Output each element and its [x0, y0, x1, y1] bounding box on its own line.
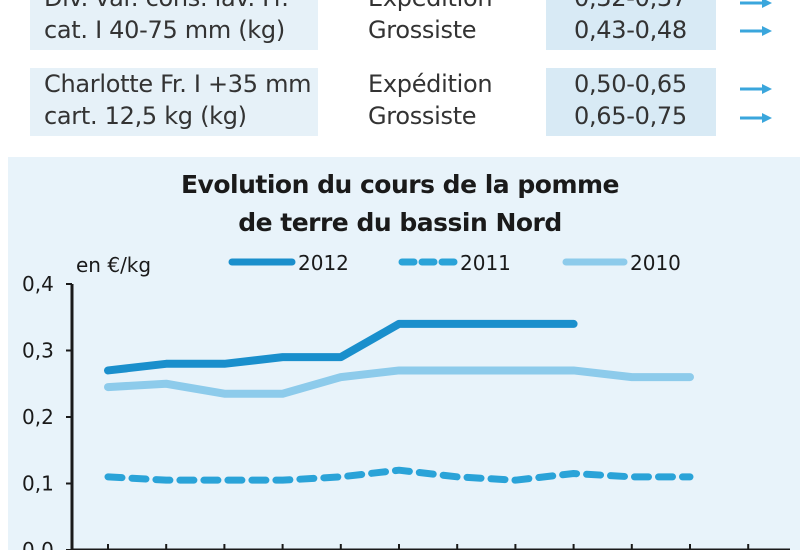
series-line-2010 — [104, 366, 694, 398]
product-line-1: Div. var. cons. lav. Fr. — [44, 0, 289, 12]
table-row: Charlotte Fr. I +35 mm cart. 12,5 kg (kg… — [30, 68, 800, 136]
series-line-2011 — [104, 466, 694, 484]
legend-label-2011: 2011 — [460, 251, 511, 275]
y-tick-label: 0,0 — [22, 538, 54, 550]
series-line-2012 — [104, 319, 578, 375]
stage-wholesale: Grossiste — [368, 102, 477, 130]
price-wholesale: 0,65-0,75 — [574, 102, 687, 130]
chart-title-line-1: Evolution du cours de la pomme — [180, 170, 620, 199]
y-axis-unit-label: en €/kg — [76, 253, 151, 277]
legend-label-2010: 2010 — [630, 251, 681, 275]
stable-arrow-icon — [740, 26, 772, 36]
product-cell — [30, 68, 318, 136]
y-tick-label: 0,4 — [22, 272, 54, 296]
legend: 2012 2011 2010 — [228, 251, 681, 275]
product-line-1: Charlotte Fr. I +35 mm — [44, 70, 312, 98]
stable-arrow-icon — [740, 113, 772, 123]
price-table: Div. var. cons. lav. Fr. cat. I 40-75 mm… — [0, 0, 800, 140]
chart-panel — [8, 157, 800, 550]
stage-shipping: Expédition — [368, 70, 493, 98]
y-tick-label: 0,2 — [22, 405, 54, 429]
y-tick-label: 0,1 — [22, 472, 54, 496]
stage-shipping: Expédition — [368, 0, 493, 12]
price-cell — [546, 68, 716, 136]
price-cell — [546, 0, 716, 50]
product-line-2: cat. I 40-75 mm (kg) — [44, 16, 285, 44]
y-tick-label: 0,3 — [22, 339, 54, 363]
stable-arrow-icon — [740, 84, 772, 94]
price-wholesale: 0,43-0,48 — [574, 16, 687, 44]
table-row: Div. var. cons. lav. Fr. cat. I 40-75 mm… — [30, 0, 800, 50]
product-line-2: cart. 12,5 kg (kg) — [44, 102, 247, 130]
price-shipping: 0,32-0,37 — [574, 0, 687, 12]
price-shipping: 0,50-0,65 — [574, 70, 687, 98]
stage-wholesale: Grossiste — [368, 16, 477, 44]
stable-arrow-icon — [740, 0, 772, 8]
chart-title-line-2: de terre du bassin Nord — [238, 208, 562, 237]
product-cell — [30, 0, 318, 50]
legend-label-2012: 2012 — [298, 251, 349, 275]
